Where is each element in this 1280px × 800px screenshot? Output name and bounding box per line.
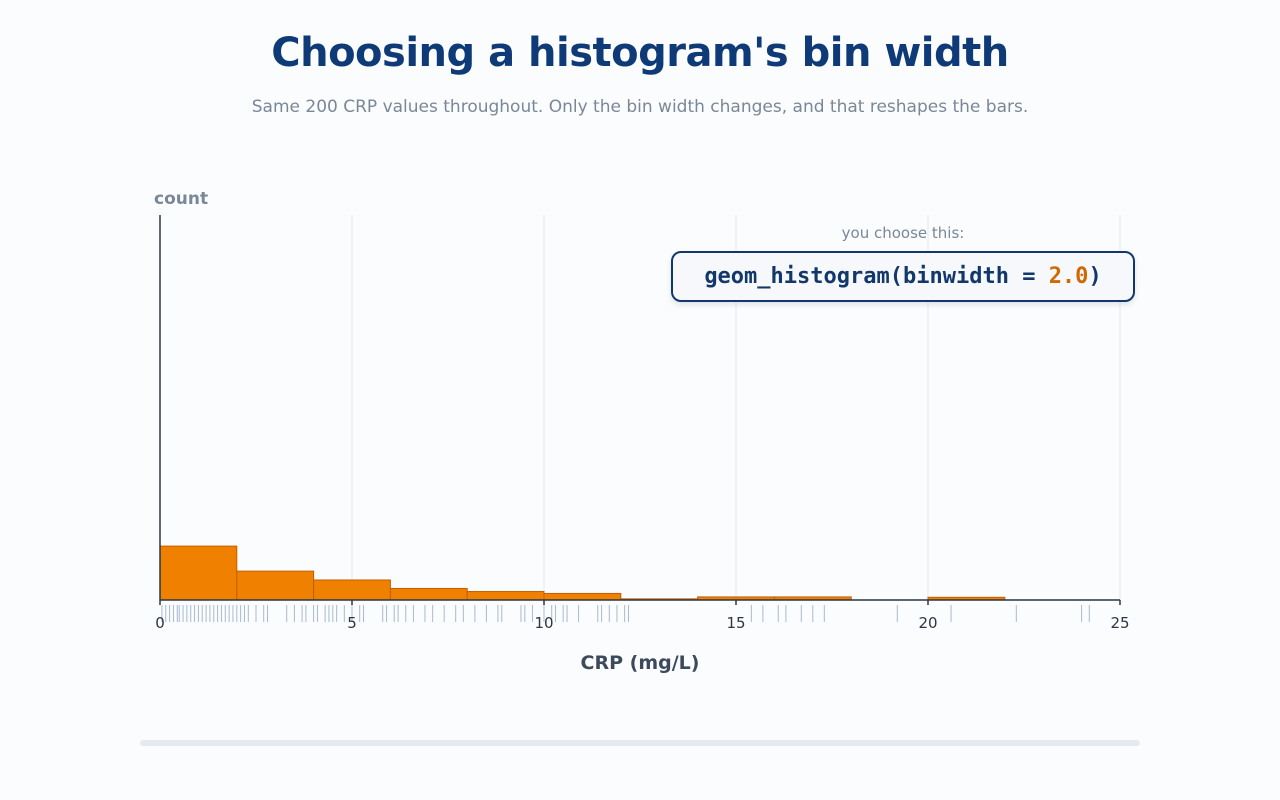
x-tick-label: 5 bbox=[347, 614, 357, 632]
code-snippet-box: geom_histogram(binwidth = 2.0) bbox=[671, 251, 1135, 302]
rug-marks bbox=[161, 605, 1090, 622]
x-tick-label: 25 bbox=[1110, 614, 1129, 632]
x-axis-ticks: 0 5 10 15 20 25 bbox=[155, 600, 1130, 632]
axes bbox=[159, 215, 1120, 601]
histogram-bar bbox=[313, 579, 391, 601]
histogram-bar bbox=[543, 592, 622, 601]
x-tick-label: 10 bbox=[534, 614, 553, 632]
y-axis-label: count bbox=[154, 189, 208, 209]
histogram-bar bbox=[236, 570, 315, 601]
page-subtitle: Same 200 CRP values throughout. Only the… bbox=[251, 97, 1029, 117]
x-axis-label: CRP (mg/L) bbox=[581, 652, 700, 674]
x-tick-label: 20 bbox=[918, 614, 937, 632]
binwidth-value: 2.0 bbox=[1048, 264, 1089, 289]
page-title: Choosing a histogram's bin width bbox=[271, 30, 1009, 76]
histogram-bar bbox=[389, 587, 468, 601]
histogram-bar bbox=[466, 591, 545, 601]
code-prefix: geom_histogram(binwidth = bbox=[704, 264, 1049, 289]
histogram-bar bbox=[159, 545, 238, 601]
x-tick-label: 15 bbox=[726, 614, 745, 632]
code-suffix: ) bbox=[1088, 264, 1102, 289]
code-hint: you choose this: bbox=[841, 224, 965, 242]
histogram-bars bbox=[159, 545, 1006, 601]
x-tick-label: 0 bbox=[155, 614, 165, 632]
binwidth-slider-track[interactable] bbox=[140, 740, 1140, 746]
